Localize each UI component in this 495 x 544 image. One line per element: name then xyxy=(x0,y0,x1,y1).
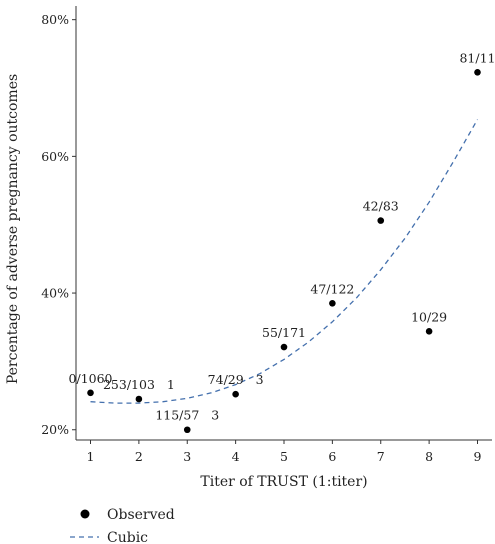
observed-point xyxy=(329,300,336,307)
observed-point xyxy=(474,68,481,76)
x-tick-label: 6 xyxy=(328,449,336,464)
y-tick-label: 20% xyxy=(41,422,69,437)
point-label: 0/1060 xyxy=(69,371,113,386)
y-tick-label: 80% xyxy=(41,12,69,27)
point-label: 253/103 1 xyxy=(103,377,175,392)
observed-point xyxy=(280,343,288,351)
cubic-fit-curve xyxy=(90,119,479,404)
x-tick-label: 2 xyxy=(135,449,143,464)
y-tick-label: 40% xyxy=(41,286,69,301)
observed-point xyxy=(425,328,433,335)
x-tick-label: 8 xyxy=(425,449,433,464)
point-label: 74/29 3 xyxy=(208,372,264,387)
x-axis-title: Titer of TRUST (1:titer) xyxy=(200,474,367,490)
point-label: 81/11 xyxy=(459,50,495,65)
x-tick-label: 5 xyxy=(280,449,288,464)
legend-observed-label: Observed xyxy=(107,507,175,523)
x-tick-label: 3 xyxy=(183,449,191,464)
y-axis-title: Percentage of adverse pregnancy outcomes xyxy=(5,74,21,384)
observed-point xyxy=(377,217,385,224)
point-label: 10/29 xyxy=(411,309,447,324)
observed-point xyxy=(135,395,143,403)
y-axis: 20% 40% 60% 80% xyxy=(41,6,77,440)
point-label: 42/83 xyxy=(363,199,399,214)
x-tick-label: 1 xyxy=(87,449,95,464)
x-tick-label: 4 xyxy=(232,449,240,464)
legend: Observed Cubic xyxy=(70,507,175,544)
y-tick-label: 60% xyxy=(41,149,69,164)
observed-point xyxy=(87,389,94,397)
x-tick-label: 7 xyxy=(377,449,385,464)
point-label: 55/171 xyxy=(262,325,306,340)
x-axis: 1 2 3 4 5 6 7 8 9 xyxy=(76,439,492,464)
x-tick-label: 9 xyxy=(474,449,482,464)
point-label: 47/122 xyxy=(310,281,354,296)
observed-point xyxy=(232,390,239,398)
legend-observed-marker xyxy=(80,509,90,519)
observed-point xyxy=(183,426,191,434)
point-label: 115/57 3 xyxy=(155,408,219,423)
legend-cubic-label: Cubic xyxy=(107,530,148,544)
